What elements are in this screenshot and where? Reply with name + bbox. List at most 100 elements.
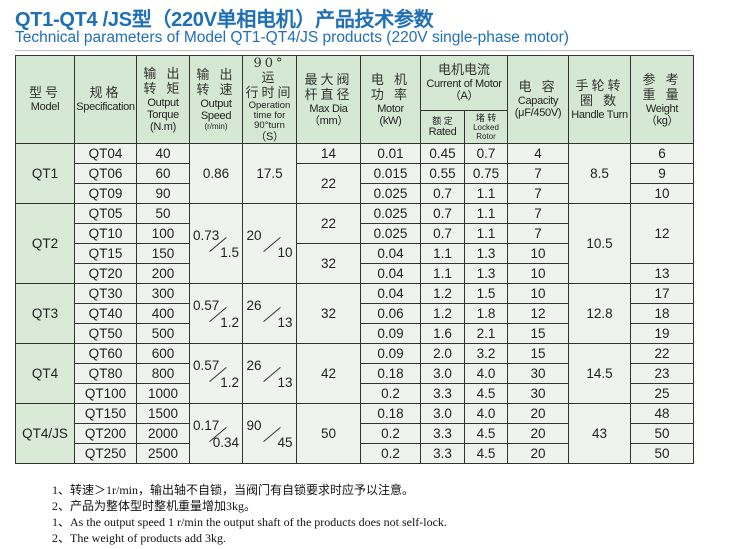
cell-weight: 9 xyxy=(630,163,695,184)
cell-weight: 23 xyxy=(630,363,695,384)
table-row: QT20 200 0.04 1.1 1.3 10 13 xyxy=(16,263,695,284)
cell-torque: 1500 xyxy=(136,403,190,424)
speed-fraction: 0.57 1.2 xyxy=(193,357,239,390)
cell-capacity: 4 xyxy=(507,143,570,164)
page-subtitle: Technical parameters of Model QT1-QT4/JS… xyxy=(15,29,569,46)
table-body: QT1 QT04 40 0.86 17.5 14 0.01 0.45 0.7 4 8.5 6 QT06 6… xyxy=(15,143,695,464)
cell-speed: 0.57 1.2 xyxy=(189,343,243,404)
cell-torque: 300 xyxy=(136,283,190,304)
cell-torque: 100 xyxy=(136,223,190,244)
cell-locked: 1.3 xyxy=(463,243,509,264)
cell-motor: 0.04 xyxy=(360,243,421,264)
note-en-1: 1、As the output speed 1 r/min the output… xyxy=(52,515,447,529)
cell-weight: 18 xyxy=(630,303,695,324)
cell-torque: 600 xyxy=(136,343,190,364)
table-row: QT1 QT04 40 0.86 17.5 14 0.01 0.45 0.7 4 8.5 6 xyxy=(15,143,695,204)
cell-torque: 50 xyxy=(136,203,190,224)
cell-time: 17.5 xyxy=(242,143,297,204)
cell-time: 26 13 xyxy=(242,283,297,344)
cell-torque: 90 xyxy=(136,183,190,204)
cell-motor: 0.015 xyxy=(360,163,421,184)
cell-spec: QT100 xyxy=(74,383,137,404)
cell-rated: 3.0 xyxy=(420,363,465,384)
cell-model: QT2 xyxy=(15,203,75,284)
cell-handle: 14.5 xyxy=(568,343,632,404)
cell-rated: 1.1 xyxy=(420,263,465,284)
cell-locked: 4.0 xyxy=(463,363,509,384)
cell-rated: 0.7 xyxy=(420,203,465,224)
cell-locked: 0.75 xyxy=(463,163,509,184)
cell-capacity: 15 xyxy=(507,343,570,364)
table-row: QT250 2500 0.2 3.3 4.5 20 50 xyxy=(16,443,695,464)
cell-capacity: 15 xyxy=(507,323,570,344)
cell-capacity: 20 xyxy=(507,403,570,424)
header-speed: 输 出转 速 Output Speed (r/min) xyxy=(189,55,243,144)
cell-spec: QT06 xyxy=(74,163,137,184)
table-row: QT50 500 0.09 1.6 2.1 15 19 xyxy=(16,323,695,344)
cell-locked: 4.5 xyxy=(463,423,509,444)
cell-locked: 1.1 xyxy=(463,203,509,224)
cell-torque: 2500 xyxy=(136,443,190,464)
cell-capacity: 7 xyxy=(507,183,570,204)
cell-spec: QT20 xyxy=(74,263,137,284)
cell-motor: 0.18 xyxy=(360,403,421,424)
cell-motor: 0.09 xyxy=(360,323,421,344)
table-row: QT3 QT30 300 0.57 1.2 26 13 32 0.04 1.2 1.5 10 12.8 1… xyxy=(15,283,695,344)
cell-motor: 0.04 xyxy=(360,283,421,304)
note-cn-1: 1、转速＞1r/min，输出轴不自锁，当阀门有自锁要求时应予以注意。 xyxy=(52,483,415,497)
cell-motor: 0.18 xyxy=(360,363,421,384)
cell-capacity: 7 xyxy=(507,163,570,184)
cell-maxdia: 22 xyxy=(296,203,361,244)
cell-rated: 0.55 xyxy=(420,163,465,184)
cell-spec: QT15 xyxy=(74,243,137,264)
cell-rated: 3.0 xyxy=(420,403,465,424)
cell-weight: 19 xyxy=(630,323,695,344)
cell-handle: 8.5 xyxy=(568,143,632,204)
cell-maxdia: 50 xyxy=(296,403,361,464)
cell-rated: 2.0 xyxy=(420,343,465,364)
cell-torque: 800 xyxy=(136,363,190,384)
cell-rated: 3.3 xyxy=(420,443,465,464)
cell-motor: 0.2 xyxy=(360,443,421,464)
cell-model: QT3 xyxy=(15,283,75,344)
cell-spec: QT30 xyxy=(74,283,137,304)
cell-locked: 1.5 xyxy=(463,283,509,304)
cell-torque: 40 xyxy=(136,143,190,164)
table-row: QT40 400 0.06 1.2 1.8 12 18 xyxy=(16,303,695,324)
cell-motor: 0.025 xyxy=(360,223,421,244)
cell-weight: 25 xyxy=(630,383,695,404)
cell-handle: 43 xyxy=(568,403,632,464)
cell-weight: 12 xyxy=(630,203,695,264)
cell-speed: 0.57 1.2 xyxy=(189,283,243,344)
note-cn-2: 2、产品为整体型时整机重量增加3kg。 xyxy=(52,499,257,513)
table-row: QT4 QT60 600 0.57 1.2 26 13 42 0.09 2.0 3.2 15 14.5 2… xyxy=(15,343,695,404)
cell-capacity: 20 xyxy=(507,443,570,464)
table-row: QT2 QT05 50 0.73 1.5 20 10 22 0.025 0.7 1.1 7 10.5 12 xyxy=(15,203,695,284)
header-spec: 规格 Specification xyxy=(74,55,137,144)
cell-capacity: 7 xyxy=(507,223,570,244)
cell-motor: 0.06 xyxy=(360,303,421,324)
cell-weight: 50 xyxy=(630,443,695,464)
cell-capacity: 10 xyxy=(507,243,570,264)
cell-motor: 0.2 xyxy=(360,423,421,444)
cell-locked: 2.1 xyxy=(463,323,509,344)
cell-locked: 1.1 xyxy=(463,223,509,244)
cell-maxdia: 32 xyxy=(296,243,361,284)
cell-rated: 1.1 xyxy=(420,243,465,264)
cell-torque: 60 xyxy=(136,163,190,184)
cell-weight: 13 xyxy=(630,263,695,284)
cell-rated: 0.45 xyxy=(420,143,465,164)
cell-capacity: 10 xyxy=(507,283,570,304)
cell-model: QT1 xyxy=(15,143,75,204)
cell-capacity: 12 xyxy=(507,303,570,324)
cell-spec: QT150 xyxy=(74,403,137,424)
cell-motor: 0.025 xyxy=(360,183,421,204)
cell-time: 90 45 xyxy=(242,403,297,464)
speed-fraction: 0.17 0.34 xyxy=(193,417,239,450)
cell-capacity: 30 xyxy=(507,363,570,384)
table-row: QT06 60 22 0.015 0.55 0.75 7 9 xyxy=(16,163,695,204)
cell-motor: 0.09 xyxy=(360,343,421,364)
cell-time: 20 10 xyxy=(242,203,297,284)
cell-handle: 12.8 xyxy=(568,283,632,344)
cell-motor: 0.2 xyxy=(360,383,421,404)
